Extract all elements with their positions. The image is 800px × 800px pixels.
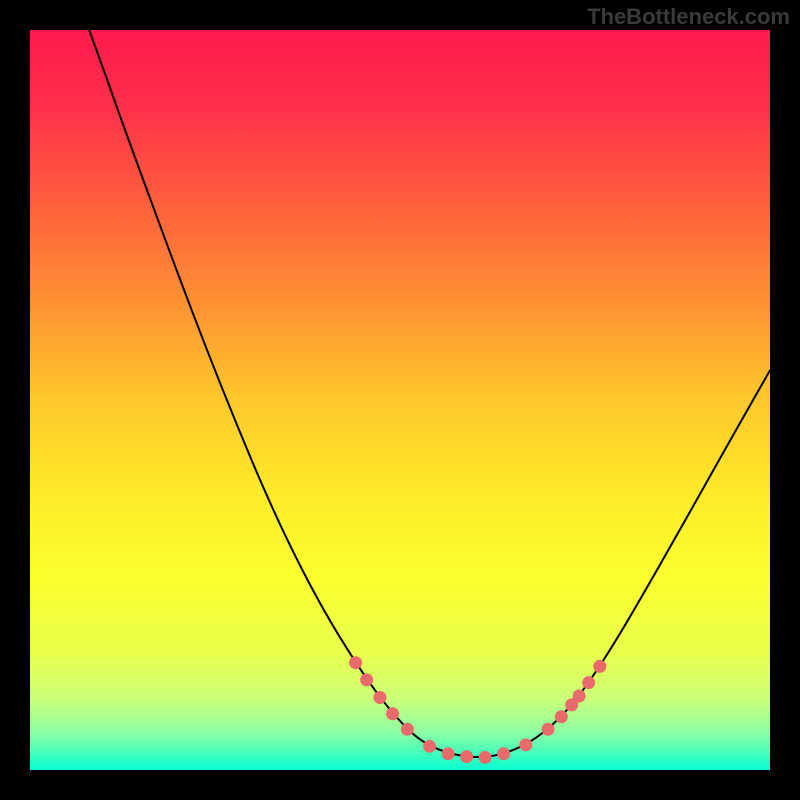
bottleneck-chart bbox=[30, 30, 770, 770]
marker-point bbox=[442, 748, 454, 760]
marker-point bbox=[498, 748, 510, 760]
chart-background bbox=[30, 30, 770, 770]
marker-point bbox=[361, 674, 373, 686]
marker-point bbox=[479, 751, 491, 763]
watermark-text: TheBottleneck.com bbox=[587, 4, 790, 30]
marker-point bbox=[594, 660, 606, 672]
marker-point bbox=[573, 690, 585, 702]
marker-point bbox=[350, 657, 362, 669]
marker-point bbox=[461, 751, 473, 763]
marker-point bbox=[387, 708, 399, 720]
marker-point bbox=[583, 677, 595, 689]
chart-frame: TheBottleneck.com bbox=[0, 0, 800, 800]
marker-point bbox=[401, 723, 413, 735]
marker-point bbox=[424, 740, 436, 752]
marker-point bbox=[520, 739, 532, 751]
marker-point bbox=[374, 691, 386, 703]
marker-point bbox=[542, 723, 554, 735]
marker-point bbox=[555, 711, 567, 723]
